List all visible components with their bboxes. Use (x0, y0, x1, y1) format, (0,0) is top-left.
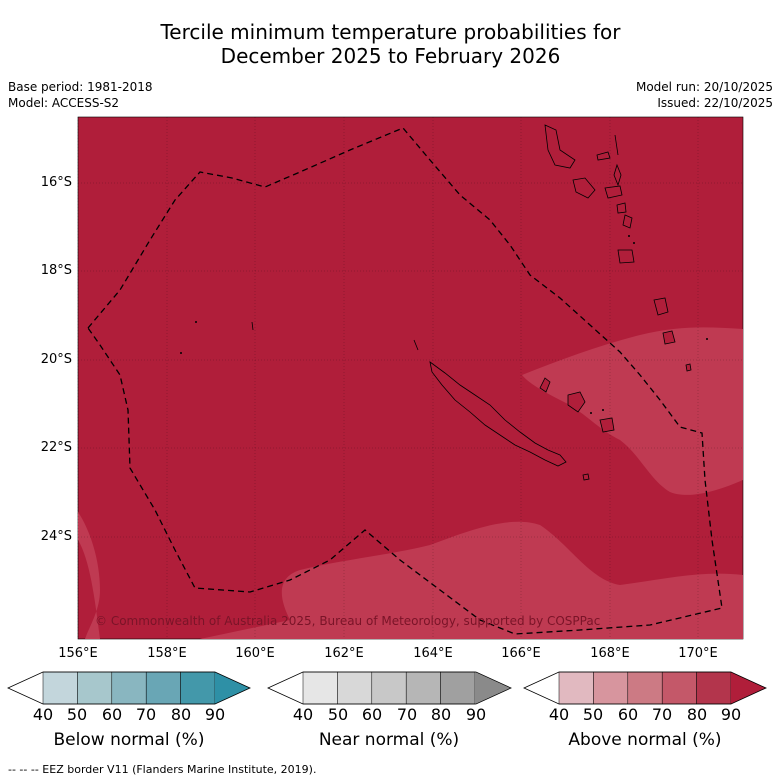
lon-label-160e: 160°E (235, 646, 275, 661)
issued-date: Issued: 22/10/2025 (657, 96, 773, 110)
new-caledonia-island (429, 361, 567, 467)
lat-label-18s: 18°S (40, 263, 72, 278)
cb-above-label: Above normal (%) (568, 730, 722, 750)
lon-label-162e: 162°E (324, 646, 364, 661)
cb-below-tick-40: 40 (32, 705, 54, 724)
lat-label-22s: 22°S (40, 440, 72, 455)
tanna-island (653, 297, 669, 316)
lighter-zone-south (78, 512, 743, 639)
lon-label-156e: 156°E (58, 646, 98, 661)
cb-above-tick-70: 70 (651, 705, 673, 724)
erromango-island (617, 249, 635, 264)
cb-near-tick-60: 60 (361, 705, 383, 724)
model-run: Model run: 20/10/2025 (635, 80, 773, 94)
cb-below-tick-90: 90 (204, 705, 226, 724)
model-name: Model: ACCESS-S2 (8, 96, 120, 110)
colorbar-above-segment-high (731, 672, 766, 704)
colorbar-above-segment-1 (593, 671, 629, 705)
small-islets (180, 235, 708, 414)
colorbar-below-segment-4 (180, 671, 216, 705)
lifou-island (567, 391, 586, 413)
lon-label-158e: 158°E (147, 646, 187, 661)
malakula-island (572, 177, 596, 199)
cb-below-tick-60: 60 (101, 705, 123, 724)
colorbar-near-segment-high (475, 672, 510, 704)
lon-label-166e: 166°E (501, 646, 541, 661)
cb-above-tick-80: 80 (686, 705, 708, 724)
title-line-1: Tercile minimum temperature probabilitie… (160, 20, 621, 44)
walpole-island (685, 363, 692, 372)
colorbar-below (7, 671, 251, 705)
colorbar-near-segment-2 (371, 671, 407, 705)
colorbar-below-segment-high (215, 672, 250, 704)
colorbar-below-segment-low (8, 672, 43, 704)
lat-label-24s: 24°S (40, 529, 72, 544)
grid-lines (77, 117, 743, 639)
espiritu-santo-island (544, 124, 576, 169)
cb-above-tick-60: 60 (617, 705, 639, 724)
cb-above-tick-40: 40 (548, 705, 570, 724)
chesterfield-islet (251, 321, 254, 331)
efate-island (622, 214, 633, 229)
colorbar-below-segment-1 (77, 671, 113, 705)
colorbar-above-segment-low (524, 672, 559, 704)
colorbar-near-segment-0 (302, 671, 338, 705)
title-line-2: December 2025 to February 2026 (220, 44, 561, 68)
colorbar-above-segment-2 (627, 671, 663, 705)
cb-below-label: Below normal (%) (53, 730, 205, 750)
eez-border (87, 127, 723, 635)
mare-island (599, 417, 615, 433)
colorbar-above-segment-3 (661, 671, 697, 705)
colorbar-above-segment-0 (558, 671, 594, 705)
lat-label-20s: 20°S (40, 352, 72, 367)
maewo-island (614, 134, 619, 156)
cb-near-tick-80: 80 (430, 705, 452, 724)
cb-below-tick-50: 50 (66, 705, 88, 724)
colorbar-near-segment-3 (405, 671, 441, 705)
eez-footer-note: -- -- -- EEZ border V11 (Flanders Marine… (8, 763, 317, 776)
cb-near-tick-90: 90 (465, 705, 487, 724)
cb-above-tick-90: 90 (720, 705, 742, 724)
colorbar-above-segment-4 (696, 671, 732, 705)
isle-of-pines (582, 473, 590, 481)
colorbar-near-segment-low (268, 672, 303, 704)
colorbar-below-outline (7, 671, 251, 705)
epi-island (616, 202, 627, 214)
colorbar-near (267, 671, 512, 705)
colorbar-near-outline (267, 671, 512, 705)
lon-label-168e: 168°E (590, 646, 630, 661)
colorbar-near-segment-1 (337, 671, 373, 705)
copyright-watermark: © Commonwealth of Australia 2025, Bureau… (95, 614, 601, 628)
cb-near-tick-50: 50 (327, 705, 349, 724)
base-period: Base period: 1981-2018 (8, 80, 153, 94)
ambae-island (596, 151, 611, 161)
cb-below-tick-80: 80 (170, 705, 192, 724)
cb-above-tick-50: 50 (582, 705, 604, 724)
belep-island (413, 339, 419, 351)
colorbar-below-segment-0 (42, 671, 78, 705)
colorbar-below-segment-2 (111, 671, 147, 705)
lon-label-170e: 170°E (678, 646, 718, 661)
cb-near-tick-70: 70 (396, 705, 418, 724)
colorbar-above-outline (523, 671, 767, 705)
lat-label-16s: 16°S (40, 175, 72, 190)
aneityum-island (662, 330, 676, 345)
cb-near-label: Near normal (%) (318, 730, 460, 750)
lon-label-164e: 164°E (413, 646, 453, 661)
ambrym-island (604, 185, 623, 199)
colorbar-near-segment-4 (440, 671, 476, 705)
colorbar-above (523, 671, 767, 705)
ouvea-island (539, 377, 551, 393)
cb-near-tick-40: 40 (292, 705, 314, 724)
pentecost-island (613, 163, 622, 187)
cb-below-tick-70: 70 (135, 705, 157, 724)
colorbar-below-segment-3 (145, 671, 181, 705)
